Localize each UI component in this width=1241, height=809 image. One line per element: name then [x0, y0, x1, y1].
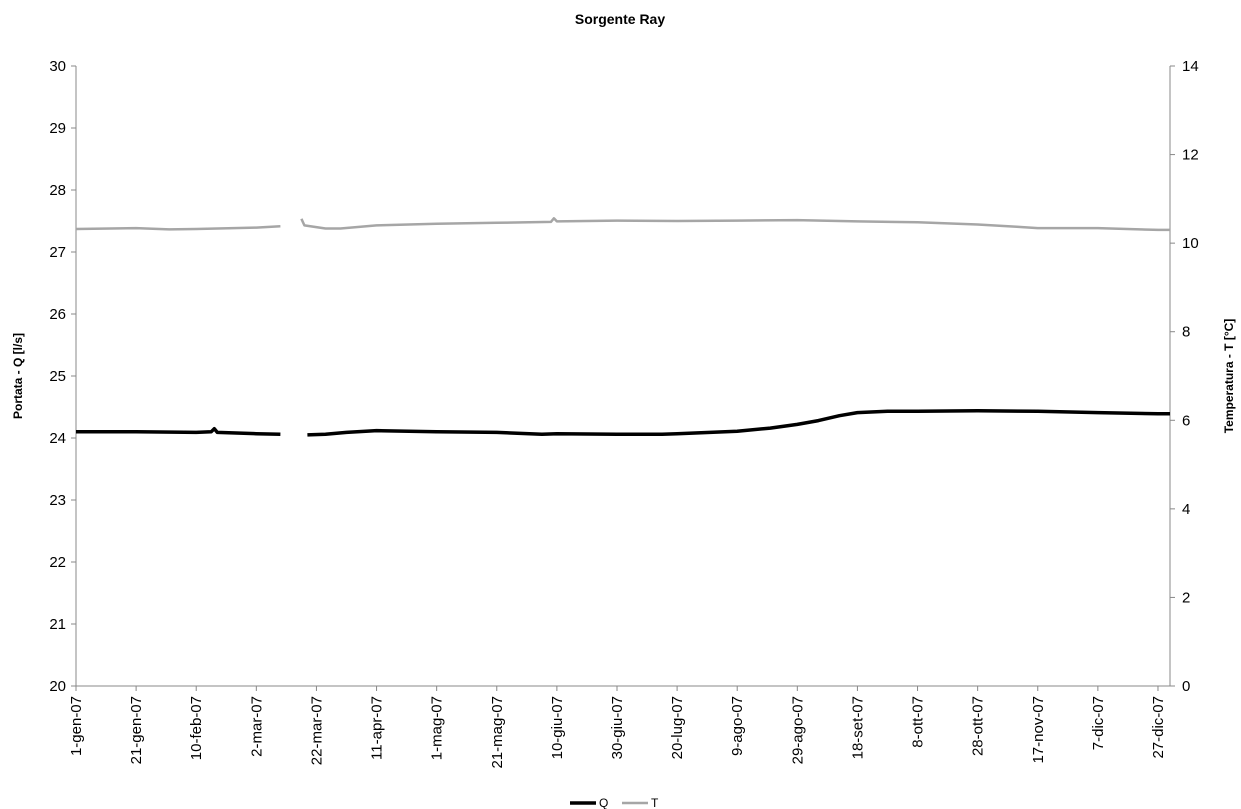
right-tick-label: 6: [1182, 412, 1190, 429]
left-tick-label: 30: [49, 58, 66, 75]
right-tick-label: 10: [1182, 235, 1199, 252]
right-tick-label: 8: [1182, 324, 1190, 341]
legend-q-label: Q: [599, 796, 608, 809]
x-tick-label: 8-ott-07: [910, 696, 927, 748]
right-axis-label: Temperatura - T [°C]: [1222, 319, 1236, 434]
x-tick-label: 10-giu-07: [549, 696, 566, 759]
x-tick-label: 20-lug-07: [669, 696, 686, 759]
x-tick-label: 18-set-07: [849, 696, 866, 759]
left-tick-label: 24: [49, 430, 66, 447]
chart-title: Sorgente Ray: [575, 11, 665, 27]
left-tick-label: 25: [49, 368, 66, 385]
x-tick-label: 27-dic-07: [1150, 696, 1167, 759]
x-tick-label: 1-mag-07: [429, 696, 446, 760]
x-tick-label: 21-gen-07: [128, 696, 145, 764]
x-tick-label: 22-mar-07: [308, 696, 325, 765]
x-tick-label: 17-nov-07: [1030, 696, 1047, 764]
x-tick-label: 2-mar-07: [248, 696, 265, 757]
series-t-line: [75, 225, 281, 231]
x-tick-label: 21-mag-07: [489, 696, 506, 769]
legend: Q T: [570, 796, 659, 809]
left-tick-label: 27: [49, 244, 66, 261]
x-tick-label: 28-ott-07: [970, 696, 987, 756]
x-tick-label: 29-ago-07: [789, 696, 806, 764]
left-tick-label: 21: [49, 616, 66, 633]
right-tick-label: 14: [1182, 58, 1199, 75]
series-q-line: [307, 408, 1170, 437]
left-axis-ticks: 20 21 22 23 24 25 26 27 28 29 30: [49, 58, 76, 695]
right-tick-label: 0: [1182, 678, 1190, 695]
left-tick-label: 20: [49, 678, 66, 695]
right-axis-ticks: 0 2 4 6 8 10 12 14: [1170, 58, 1199, 695]
left-tick-label: 22: [49, 554, 66, 571]
left-tick-label: 28: [49, 182, 66, 199]
x-tick-label: 30-giu-07: [609, 696, 626, 759]
x-tick-label: 7-dic-07: [1090, 696, 1107, 750]
x-tick-label: 9-ago-07: [729, 696, 746, 756]
legend-t-label: T: [651, 796, 659, 809]
x-tick-label: 1-gen-07: [68, 696, 85, 756]
left-axis-label: Portata - Q [l/s]: [11, 333, 25, 419]
left-tick-label: 29: [49, 120, 66, 137]
x-tick-label: 11-apr-07: [369, 696, 386, 760]
x-tick-label: 10-feb-07: [188, 696, 205, 760]
left-tick-label: 23: [49, 492, 66, 509]
right-tick-label: 2: [1182, 589, 1190, 606]
x-axis-ticks: 1-gen-07 21-gen-07 10-feb-07 2-mar-07 22-mar…: [68, 686, 1167, 769]
series-t-line: [300, 217, 1170, 232]
left-tick-label: 26: [49, 306, 66, 323]
series-q-line: [76, 426, 281, 437]
series-layer: [75, 217, 1170, 437]
right-tick-label: 12: [1182, 147, 1199, 164]
right-tick-label: 4: [1182, 501, 1190, 518]
